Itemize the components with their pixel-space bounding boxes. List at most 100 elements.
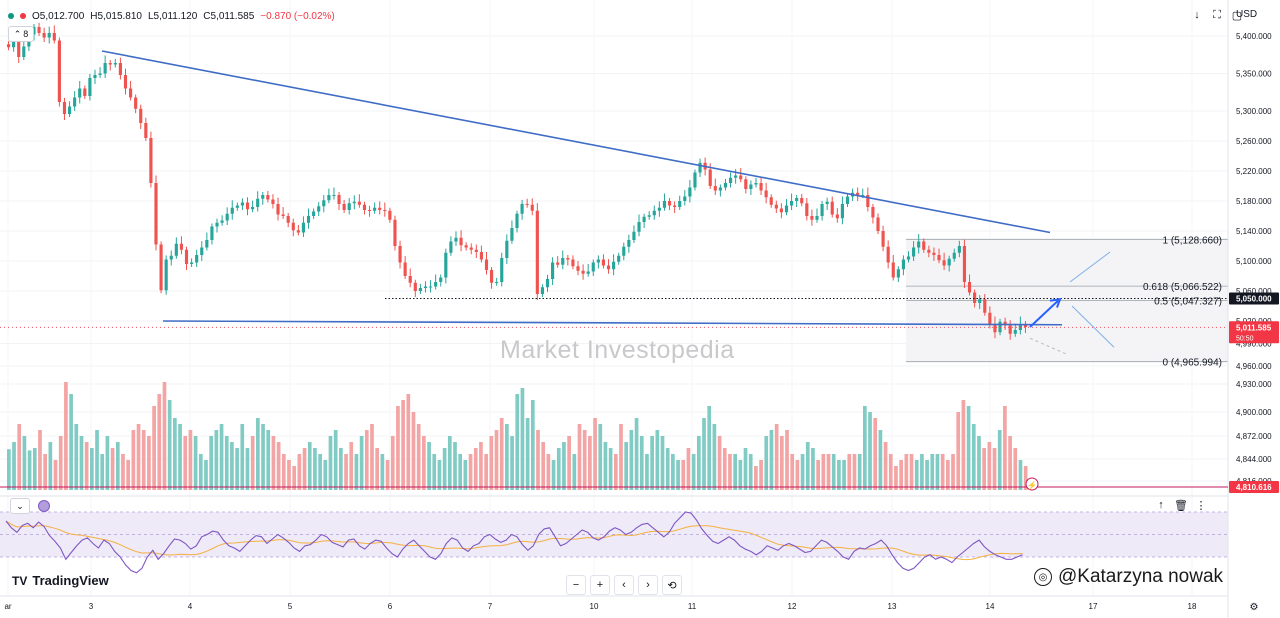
camera-icon: ◎ <box>1034 568 1052 586</box>
volume-bar <box>582 430 587 490</box>
volume-bar <box>442 448 447 490</box>
currency-selector[interactable]: USD <box>1236 8 1258 20</box>
volume-bar <box>1008 436 1012 490</box>
time-tick-label: 18 <box>1188 602 1197 611</box>
candle-body <box>744 179 748 189</box>
time-tick-label: ar <box>4 602 11 611</box>
candle-body <box>581 270 585 274</box>
fullscreen-icon[interactable]: ⛶ <box>1213 8 1221 21</box>
volume-bar <box>69 394 73 490</box>
indicators-toggle[interactable]: ⌃ 8 <box>8 26 34 42</box>
volume-bar <box>738 460 743 490</box>
candle-body <box>693 172 697 188</box>
volume-bar <box>774 424 779 490</box>
volume-bar <box>390 436 395 490</box>
volume-bar <box>733 454 737 490</box>
candle-body <box>800 198 804 204</box>
alert-dot-icon <box>20 13 26 19</box>
rsi-indicator-icon[interactable] <box>38 500 50 512</box>
candle-body <box>418 288 422 291</box>
candle-body <box>988 312 992 324</box>
screenshot-icon[interactable]: ▢ <box>1231 9 1243 22</box>
price-tick-label: 4,990.000 <box>1236 340 1272 349</box>
grid <box>0 35 1228 482</box>
price-tag-label: 5,011.585 <box>1236 323 1272 332</box>
zoom-out-button[interactable]: − <box>566 575 586 595</box>
fib-retracement[interactable]: 1 (5,128.660) 0.618 (5,066.522) 0.5 (5,047… <box>906 236 1228 369</box>
volume-bar <box>785 430 789 490</box>
volume-bar <box>121 454 125 490</box>
volume-bar <box>115 442 120 490</box>
candle-body <box>510 228 514 241</box>
time-tick-label: 6 <box>388 602 393 611</box>
candle-body <box>698 162 702 173</box>
volume-bar <box>463 460 468 490</box>
candle-body <box>835 214 839 219</box>
rsi-moving-average <box>5 520 1023 561</box>
volume-bar <box>147 436 151 490</box>
price-tag <box>1229 481 1279 493</box>
candle-body <box>723 183 728 188</box>
zoom-in-button[interactable]: + <box>590 575 610 595</box>
price-tick-label: 5,060.000 <box>1236 287 1272 296</box>
volume-bar <box>722 448 727 490</box>
volume-bar <box>209 436 214 490</box>
candle-body <box>210 226 214 240</box>
candle-body <box>779 208 783 213</box>
candle-body <box>449 241 453 253</box>
volume-bar <box>375 448 380 490</box>
price-tick-label: 4,844.000 <box>1236 455 1272 464</box>
candle-body <box>576 266 580 271</box>
time-tick-label: 17 <box>1089 602 1098 611</box>
candle-body <box>383 210 387 211</box>
volume-bar <box>240 424 245 490</box>
scroll-right-button[interactable]: › <box>638 575 658 595</box>
trendlines[interactable] <box>0 50 1228 356</box>
price-tick-label: 4,872.000 <box>1236 432 1272 441</box>
price-tag <box>1229 292 1279 305</box>
chevron-down-icon[interactable]: ⌄ <box>10 498 30 514</box>
time-tick-label: 11 <box>688 602 697 611</box>
volume-bar <box>136 424 141 490</box>
download-icon[interactable]: ↓ <box>1194 9 1200 21</box>
volume-bar <box>857 454 862 490</box>
volume-bar <box>292 466 297 490</box>
volume-bar <box>894 466 898 490</box>
volume-bar <box>712 424 717 490</box>
volume-bar <box>966 406 971 490</box>
move-up-icon[interactable]: ↑ <box>1158 499 1164 511</box>
time-tick-label: 7 <box>488 602 493 611</box>
volume-bar <box>126 460 131 490</box>
more-icon[interactable]: ⋮ <box>1195 499 1207 512</box>
candle-body <box>688 187 692 197</box>
candle-body <box>393 219 397 246</box>
volume-bar <box>1018 460 1023 490</box>
volume-bar <box>178 424 182 490</box>
candle-body <box>342 204 346 210</box>
candle-body <box>159 244 163 291</box>
volume-bar <box>515 394 520 490</box>
candle-body <box>515 213 519 228</box>
delete-icon[interactable]: 🗑 <box>1174 499 1188 512</box>
volume-bar <box>764 436 769 490</box>
volume-bar <box>702 418 706 490</box>
candle-body <box>561 258 565 265</box>
volume-bar <box>479 442 483 490</box>
projection-arrow-up <box>1069 251 1111 283</box>
candle-body <box>606 265 611 270</box>
volume-bar <box>339 448 343 490</box>
volume-bar <box>12 442 16 490</box>
arrowhead-icon <box>1049 298 1062 308</box>
volume-bar <box>427 442 431 490</box>
rsi-pane: 80.0060.0040.00 <box>0 508 1257 574</box>
candle-body <box>444 252 448 278</box>
scroll-left-button[interactable]: ‹ <box>614 575 634 595</box>
ohlc-legend: O5,012.700 H5,015.810 L5,011.120 C5,011.… <box>8 6 335 26</box>
candle-body <box>388 210 392 220</box>
candle-body <box>973 292 977 303</box>
volume-bar <box>1013 448 1018 490</box>
candle-body <box>967 282 972 293</box>
reset-chart-button[interactable]: ⟲ <box>662 575 682 595</box>
candle-body <box>1003 321 1007 326</box>
